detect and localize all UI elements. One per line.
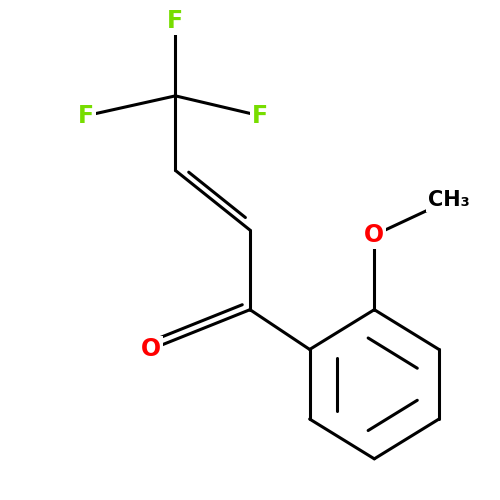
Text: O: O xyxy=(364,223,384,247)
Text: CH₃: CH₃ xyxy=(428,190,470,210)
Text: F: F xyxy=(168,10,184,34)
Text: O: O xyxy=(140,338,160,361)
Text: F: F xyxy=(78,104,94,128)
Text: F: F xyxy=(252,104,268,128)
